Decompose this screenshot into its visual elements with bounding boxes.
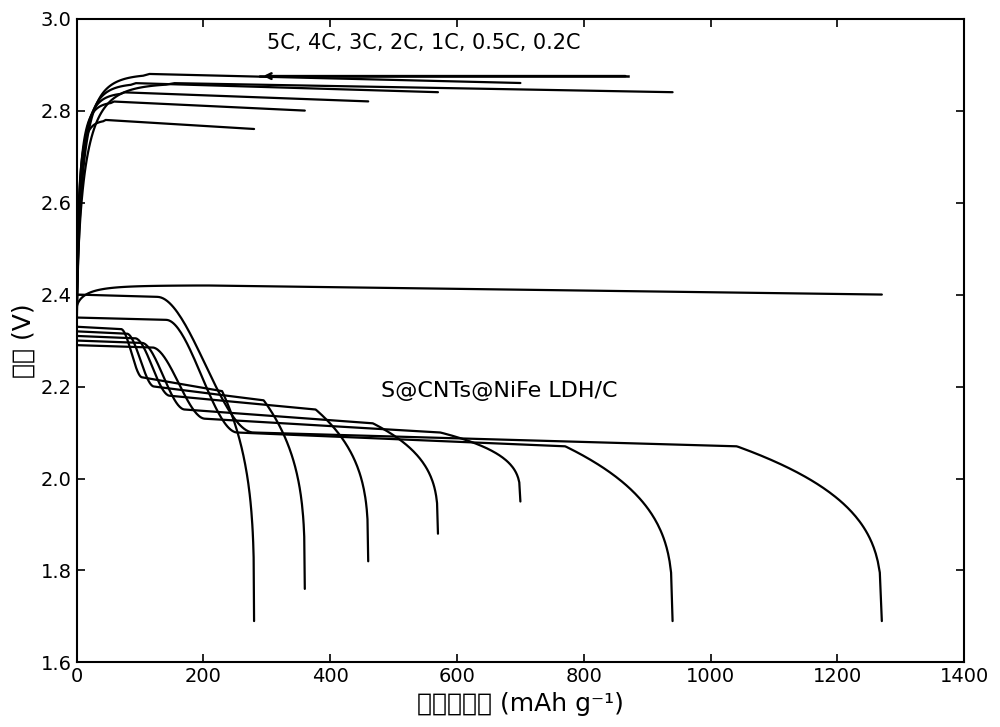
- Text: S@CNTs@NiFe LDH/C: S@CNTs@NiFe LDH/C: [381, 381, 617, 401]
- Y-axis label: 电压 (V): 电压 (V): [11, 303, 35, 378]
- Text: 5C, 4C, 3C, 2C, 1C, 0.5C, 0.2C: 5C, 4C, 3C, 2C, 1C, 0.5C, 0.2C: [267, 33, 580, 53]
- X-axis label: 放电比容量 (mAh g⁻¹): 放电比容量 (mAh g⁻¹): [417, 692, 624, 716]
